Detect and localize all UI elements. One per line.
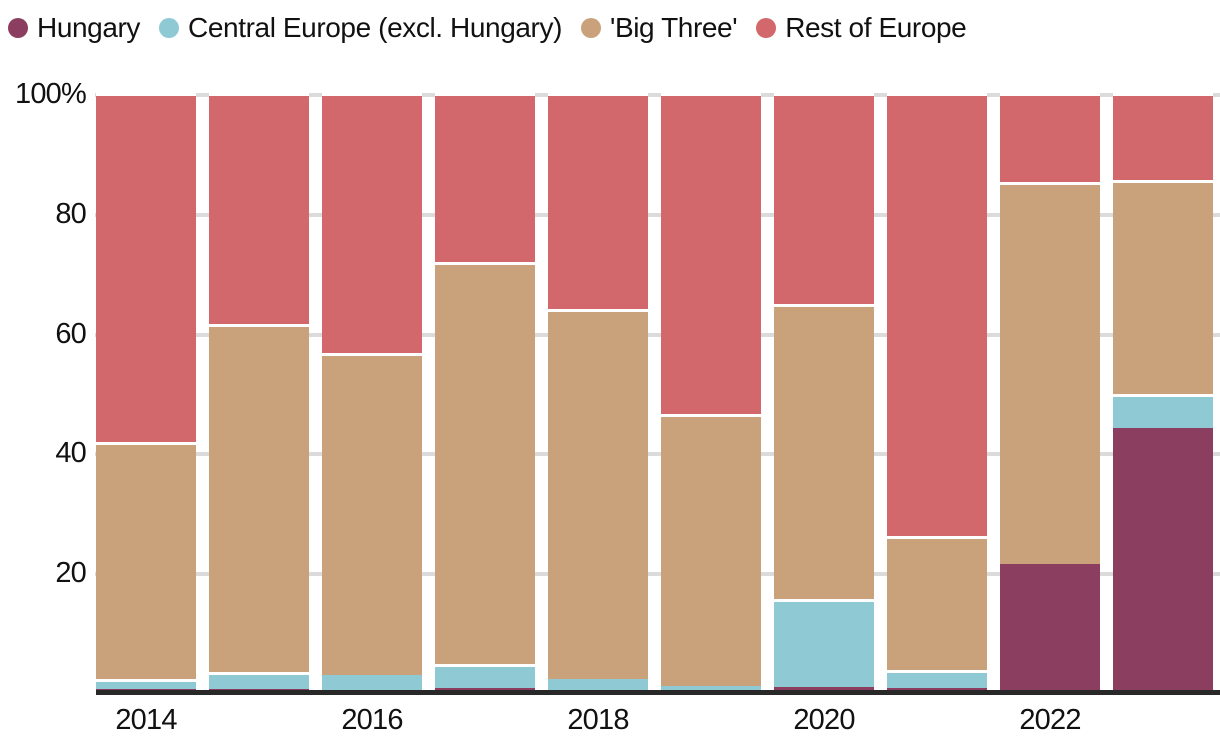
- legend-item-central-europe: Central Europe (excl. Hungary): [159, 12, 562, 44]
- legend-item-rest-of-europe: Rest of Europe: [756, 12, 967, 44]
- x-tick-label-2022: 2022: [1019, 704, 1081, 736]
- bar-2014: [96, 93, 196, 692]
- gridline-20: [95, 572, 1220, 577]
- legend-label: Central Europe (excl. Hungary): [188, 12, 562, 43]
- segment-2022-hungary: [1000, 564, 1100, 692]
- segment-2022-big-three: [1000, 182, 1100, 565]
- segment-2016-rest-of-europe: [322, 93, 422, 353]
- legend-dot-hungary-icon: [8, 18, 28, 38]
- bar-2023: [1113, 93, 1213, 692]
- segment-2023-central-europe-excl-hungary: [1113, 393, 1213, 428]
- segment-2021-rest-of-europe: [887, 93, 987, 537]
- y-tick-label-100: 100%: [15, 77, 87, 110]
- bars-container: [96, 93, 1213, 692]
- bar-2019: [661, 93, 761, 692]
- segment-2020-hungary: [774, 687, 874, 692]
- x-axis-line: [96, 690, 1220, 695]
- segment-2017-central-europe-excl-hungary: [435, 664, 535, 688]
- legend-dot-big-three-icon: [581, 18, 601, 38]
- segment-2015-big-three: [209, 323, 309, 673]
- bar-2022: [1000, 93, 1100, 692]
- segment-2021-central-europe-excl-hungary: [887, 670, 987, 689]
- gridline-40: [95, 452, 1220, 457]
- legend-dot-rest-of-europe-icon: [756, 18, 777, 38]
- y-tick-label-20: 20: [55, 557, 86, 590]
- bar-2020: [774, 93, 874, 692]
- y-axis-labels: 100% 80 60 40 20: [0, 78, 87, 692]
- segment-2019-central-europe-excl-hungary: [661, 686, 761, 692]
- bar-2016: [322, 93, 422, 692]
- legend-dot-central-europe-icon: [159, 18, 180, 38]
- gridline-100: [95, 93, 1220, 97]
- legend-label: Hungary: [37, 12, 141, 43]
- gridline-80: [95, 212, 1220, 217]
- gridline-60: [95, 332, 1220, 337]
- segment-2022-rest-of-europe: [1000, 93, 1100, 183]
- segment-2014-central-europe-excl-hungary: [96, 678, 196, 690]
- x-tick-label-2018: 2018: [567, 704, 629, 736]
- x-tick-label-2020: 2020: [793, 704, 855, 736]
- segment-2017-hungary: [435, 687, 535, 692]
- legend-item-big-three: 'Big Three': [581, 12, 738, 44]
- legend-label: 'Big Three': [610, 12, 738, 43]
- segment-2015-central-europe-excl-hungary: [209, 672, 309, 690]
- segment-2018-rest-of-europe: [548, 93, 648, 310]
- bar-2017: [435, 93, 535, 692]
- segment-2017-big-three: [435, 261, 535, 665]
- legend-label: Rest of Europe: [785, 12, 967, 43]
- segment-2017-rest-of-europe: [435, 93, 535, 262]
- segment-2020-central-europe-excl-hungary: [774, 598, 874, 688]
- segment-2023-rest-of-europe: [1113, 93, 1213, 180]
- segment-2016-central-europe-excl-hungary: [322, 675, 422, 692]
- y-tick-label-60: 60: [55, 317, 86, 350]
- segment-2020-big-three: [774, 304, 874, 599]
- segment-2018-central-europe-excl-hungary: [548, 678, 648, 692]
- segment-2019-rest-of-europe: [661, 93, 761, 415]
- bar-2021: [887, 93, 987, 692]
- segment-2020-rest-of-europe: [774, 93, 874, 305]
- legend-item-hungary: Hungary: [8, 12, 140, 44]
- segment-2014-big-three: [96, 442, 196, 679]
- x-tick-label-2016: 2016: [341, 704, 403, 736]
- segment-2023-hungary: [1113, 427, 1213, 692]
- y-tick-label-80: 80: [55, 197, 86, 230]
- segment-2014-rest-of-europe: [96, 93, 196, 443]
- segment-2015-rest-of-europe: [209, 93, 309, 324]
- segment-2018-big-three: [548, 309, 648, 679]
- bar-2018: [548, 93, 648, 692]
- y-tick-label-40: 40: [55, 437, 86, 470]
- bar-2015: [209, 93, 309, 692]
- plot-area: [0, 93, 1220, 695]
- segment-2023-big-three: [1113, 179, 1213, 394]
- x-axis-labels: 2014 2016 2018 2020 2022: [96, 704, 1213, 744]
- x-tick-label-2014: 2014: [115, 704, 177, 736]
- segment-2021-big-three: [887, 536, 987, 671]
- segment-2019-big-three: [661, 414, 761, 687]
- segment-2016-big-three: [322, 352, 422, 676]
- legend: Hungary Central Europe (excl. Hungary) '…: [8, 12, 967, 44]
